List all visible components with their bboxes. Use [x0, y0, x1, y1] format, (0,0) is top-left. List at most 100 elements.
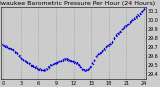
Point [28, 64, 30, 65]
Point [36, 68, 38, 69]
Point [122, 26, 125, 27]
Point [10, 48, 12, 50]
Point [108, 45, 110, 47]
Point [132, 19, 135, 20]
Point [83, 69, 86, 70]
Point [17, 56, 20, 57]
Point [42, 70, 45, 71]
Point [84, 69, 87, 70]
Point [112, 37, 115, 38]
Point [4, 46, 6, 47]
Point [32, 65, 34, 67]
Point [79, 66, 82, 68]
Point [115, 34, 117, 35]
Point [67, 59, 70, 60]
Point [110, 40, 113, 41]
Point [10, 48, 12, 49]
Point [46, 69, 48, 70]
Point [89, 66, 92, 68]
Point [21, 58, 24, 60]
Point [10, 49, 12, 50]
Point [65, 59, 68, 60]
Point [100, 51, 102, 52]
Point [2, 45, 4, 46]
Point [14, 52, 16, 53]
Point [24, 60, 27, 61]
Point [83, 68, 85, 70]
Point [133, 18, 135, 20]
Point [12, 49, 14, 50]
Point [118, 31, 121, 33]
Point [133, 18, 135, 19]
Point [120, 29, 123, 30]
Point [139, 12, 141, 14]
Point [115, 35, 117, 36]
Point [16, 54, 18, 55]
Point [77, 64, 80, 66]
Point [14, 51, 16, 52]
Point [126, 23, 128, 25]
Point [24, 60, 26, 61]
Point [120, 29, 123, 30]
Point [111, 42, 114, 43]
Point [98, 54, 100, 55]
Point [2, 45, 4, 46]
Point [34, 66, 36, 68]
Point [124, 24, 127, 25]
Point [9, 47, 11, 48]
Point [109, 43, 111, 45]
Point [143, 9, 145, 10]
Point [57, 61, 60, 62]
Point [39, 68, 41, 69]
Point [72, 61, 75, 62]
Point [137, 14, 139, 16]
Point [31, 65, 34, 67]
Point [93, 60, 96, 61]
Point [65, 57, 68, 58]
Point [30, 64, 33, 65]
Point [37, 69, 39, 70]
Point [99, 52, 101, 53]
Point [90, 66, 92, 67]
Point [8, 48, 10, 49]
Point [123, 26, 125, 27]
Point [47, 65, 49, 67]
Point [84, 70, 87, 71]
Point [106, 45, 109, 46]
Point [38, 69, 41, 70]
Point [130, 19, 132, 21]
Point [16, 53, 18, 54]
Point [1, 44, 4, 45]
Point [137, 15, 140, 17]
Point [36, 68, 39, 69]
Point [52, 63, 54, 64]
Point [97, 53, 100, 55]
Point [110, 43, 112, 45]
Point [129, 22, 132, 24]
Point [93, 60, 96, 61]
Point [4, 46, 7, 47]
Point [10, 49, 13, 50]
Point [117, 32, 119, 33]
Point [88, 66, 91, 68]
Point [113, 38, 115, 39]
Point [34, 65, 37, 67]
Point [86, 68, 89, 69]
Point [48, 66, 50, 68]
Point [58, 60, 61, 62]
Point [32, 66, 34, 68]
Point [42, 70, 44, 71]
Point [123, 26, 126, 28]
Point [109, 42, 112, 44]
Point [7, 47, 9, 48]
Point [12, 49, 14, 51]
Point [88, 68, 90, 70]
Point [54, 62, 57, 63]
Point [125, 25, 127, 26]
Point [88, 67, 90, 69]
Point [20, 58, 22, 59]
Point [51, 64, 53, 65]
Point [53, 62, 55, 64]
Point [78, 64, 80, 65]
Point [60, 60, 63, 61]
